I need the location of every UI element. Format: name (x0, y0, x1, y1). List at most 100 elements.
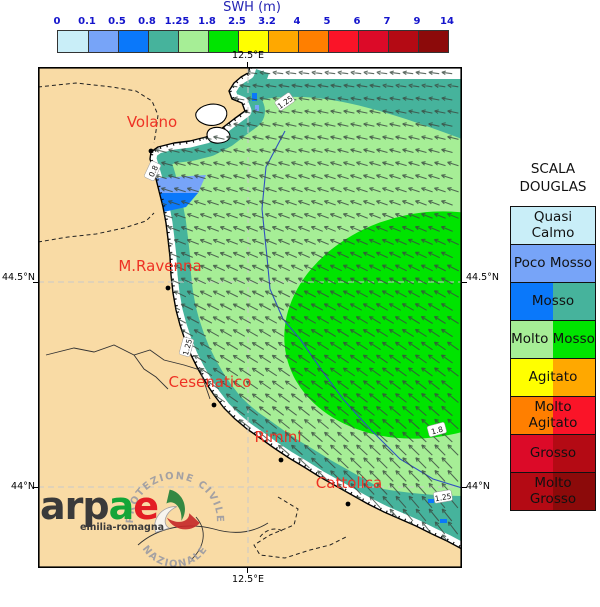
admin-boundary-dashed (37, 212, 155, 243)
river-line (191, 516, 204, 560)
douglas-entry: Mosso (511, 282, 595, 320)
douglas-color-left (511, 473, 553, 510)
douglas-entry-label: Grosso (529, 444, 577, 461)
contour-label-box (426, 422, 447, 437)
land (37, 66, 463, 569)
axis-label-right-44: 44°N (466, 481, 490, 492)
colorbar-tick-label: 0.5 (108, 16, 126, 27)
sea-blue-speck (428, 499, 434, 503)
colorbar-cell (418, 31, 448, 52)
douglas-color-right (553, 473, 595, 510)
douglas-color-left (511, 435, 553, 472)
douglas-color-right (553, 397, 595, 434)
douglas-color-left (511, 359, 553, 396)
douglas-entry: Molto Mosso (511, 320, 595, 358)
colorbar-tick-label: 1.8 (198, 16, 216, 27)
colorbar-tick-label: 0 (53, 16, 61, 27)
sea-teal-top-band (224, 79, 462, 139)
contour-label-text: 1.8 (430, 425, 444, 437)
colorbar-cell (238, 31, 268, 52)
river-line (133, 354, 169, 390)
douglas-entry-label: Molto Mosso (511, 330, 595, 347)
contour-label-box (144, 160, 161, 181)
admin-boundary-dashed (253, 496, 347, 559)
contour-label: 0.8 (144, 160, 161, 181)
sea-blue-speck (255, 105, 259, 111)
axis-tick (247, 568, 248, 573)
douglas-color-right (553, 283, 595, 320)
douglas-color-right (553, 435, 595, 472)
city-marker-dot (278, 457, 284, 463)
colorbar-tick-label: 7 (383, 16, 391, 27)
colorbar-cell (58, 31, 88, 52)
douglas-color-right (553, 321, 595, 358)
contour-label-box (433, 489, 453, 504)
contour-label-text: 1.25 (434, 492, 452, 504)
colorbar-tick-label: 9 (413, 16, 421, 27)
colorbar-cell (88, 31, 118, 52)
axis-label-top: 12.5°E (232, 50, 264, 61)
douglas-color-right (553, 359, 595, 396)
axis-label-bottom: 12.5°E (232, 574, 264, 585)
colorbar-tick-label: 14 (440, 16, 454, 27)
axis-tick (33, 282, 38, 283)
city-marker-dot (165, 285, 171, 291)
colorbar-tick-label: 0.8 (138, 16, 156, 27)
douglas-color-left (511, 245, 553, 282)
contour-label-box (179, 336, 194, 357)
colorbar-cell (118, 31, 148, 52)
city-marker-dot (148, 148, 154, 154)
lagoon (206, 126, 231, 144)
contour-label: 1.8 (426, 422, 447, 437)
douglas-entry-label: Mosso (531, 292, 575, 309)
douglas-entry-label: Poco Mosso (513, 254, 593, 271)
douglas-entry: Agitato (511, 358, 595, 396)
douglas-entry-label: Quasi Calmo (531, 209, 575, 241)
douglas-scale-legend: SCALA DOUGLAS Quasi Calmo Poco Mosso Mosso… (503, 160, 600, 511)
river-line (137, 522, 269, 546)
contour-label: 1.25 (179, 336, 194, 357)
douglas-title-line1: SCALA (530, 161, 576, 177)
colorbar-tick-label: 3.2 (258, 16, 276, 27)
contour-label: 1.25 (433, 489, 453, 504)
douglas-entry: Quasi Calmo (511, 207, 595, 244)
douglas-color-left (511, 397, 553, 434)
colorbar-tick-label: 6 (353, 16, 361, 27)
colorbar-tick-label: 1.25 (164, 16, 190, 27)
city-marker-dot (211, 402, 217, 408)
douglas-boxes: Quasi Calmo Poco Mosso Mosso Molto Mosso Agi… (510, 206, 596, 511)
colorbar-title: SWH (m) (223, 0, 281, 15)
colorbar-tick-label: 5 (323, 16, 331, 27)
colorbar-cell (148, 31, 178, 52)
protezione-civile-emblem-icon (154, 489, 200, 533)
contour-label-text: 1.25 (181, 338, 194, 357)
admin-boundary-dashed (259, 528, 283, 538)
axis-tick (462, 487, 467, 488)
map-border (38, 67, 462, 568)
colorbar-cell (328, 31, 358, 52)
nautical-boundary-line (261, 130, 463, 489)
colorbar-cell (298, 31, 328, 52)
contour-label-box (274, 92, 295, 111)
axis-tick (33, 487, 38, 488)
sea-blue-speck (440, 519, 447, 523)
city-marker-dot (345, 501, 351, 507)
douglas-color-left (511, 321, 553, 358)
douglas-entry: Molto Grosso (511, 472, 595, 510)
map-canvas: 0.8 1.25 1.25 1.8 1.25 Volano M.Ravenna Cesenat… (37, 53, 572, 570)
river-line (45, 344, 211, 400)
axis-label-left-445: 44.5°N (1, 272, 35, 283)
colorbar-tick-label: 0.1 (78, 16, 96, 27)
city-label: Rimini (254, 428, 301, 446)
arpae-logo-text: arp (40, 484, 110, 528)
douglas-entry: Molto Agitato (511, 396, 595, 434)
douglas-entry-label: Molto Grosso (529, 475, 577, 507)
douglas-color-left (511, 283, 553, 320)
admin-boundary-dashed (37, 82, 159, 144)
axis-tick (462, 282, 467, 283)
lagoon (195, 103, 228, 126)
axis-tick (247, 62, 248, 67)
colorbar-cell (388, 31, 418, 52)
map-svg: 0.81.251.251.81.25VolanoM.RavennaCesenat… (37, 53, 572, 570)
